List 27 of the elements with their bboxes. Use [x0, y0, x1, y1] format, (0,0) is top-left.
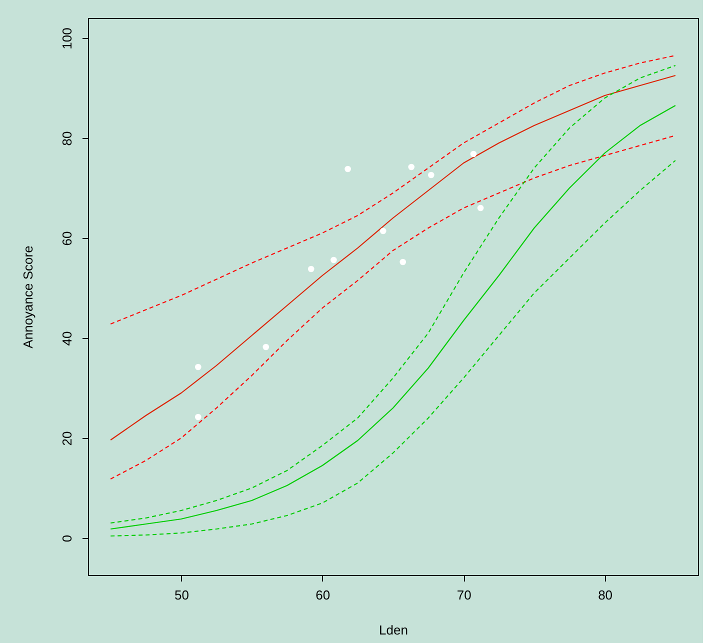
point: [477, 204, 484, 212]
line-series: [110, 74, 676, 441]
x-tick-label: 80: [598, 588, 613, 602]
point: [194, 364, 202, 370]
x-tick-label: 70: [456, 588, 472, 602]
x-axis-title: Lden: [379, 622, 408, 638]
point: [400, 258, 406, 266]
line-series: [110, 54, 676, 325]
point: [380, 228, 386, 234]
point: [308, 266, 314, 272]
y-tick-label: 0: [60, 534, 74, 542]
y-tick-label: 40: [60, 331, 74, 346]
y-tick-label: 20: [60, 431, 74, 446]
point: [194, 414, 202, 420]
point: [428, 172, 434, 178]
point: [262, 344, 270, 350]
point: [408, 164, 415, 170]
y-tick-label: 80: [60, 131, 74, 146]
point: [330, 256, 337, 264]
point: [344, 166, 351, 172]
y-tick-label: 100: [60, 28, 74, 50]
point: [470, 150, 477, 158]
x-tick-label: 50: [174, 588, 189, 602]
y-tick-label: 60: [60, 231, 74, 246]
y-axis-title: Annoyance Score: [20, 246, 36, 348]
x-tick-label: 60: [316, 588, 330, 602]
line-series: [110, 134, 676, 480]
